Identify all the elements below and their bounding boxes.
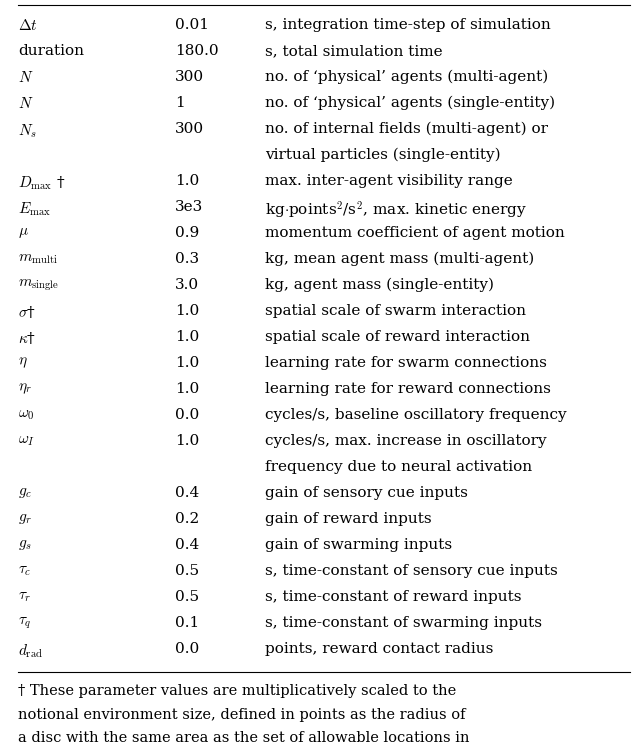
Text: $\kappa$†: $\kappa$† xyxy=(18,330,36,346)
Text: 1.0: 1.0 xyxy=(175,304,199,318)
Text: s, integration time-step of simulation: s, integration time-step of simulation xyxy=(265,18,551,32)
Text: 0.5: 0.5 xyxy=(175,564,199,578)
Text: $\tau_r$: $\tau_r$ xyxy=(18,590,31,604)
Text: s, time-constant of swarming inputs: s, time-constant of swarming inputs xyxy=(265,616,542,630)
Text: 300: 300 xyxy=(175,122,204,136)
Text: $g_c$: $g_c$ xyxy=(18,486,32,500)
Text: gain of sensory cue inputs: gain of sensory cue inputs xyxy=(265,486,468,500)
Text: 1.0: 1.0 xyxy=(175,356,199,370)
Text: 0.4: 0.4 xyxy=(175,538,199,552)
Text: gain of reward inputs: gain of reward inputs xyxy=(265,512,431,526)
Text: spatial scale of swarm interaction: spatial scale of swarm interaction xyxy=(265,304,526,318)
Text: gain of swarming inputs: gain of swarming inputs xyxy=(265,538,452,552)
Text: 1.0: 1.0 xyxy=(175,330,199,344)
Text: $\tau_q$: $\tau_q$ xyxy=(18,616,31,631)
Text: $d_{\mathrm{rad}}$: $d_{\mathrm{rad}}$ xyxy=(18,642,43,659)
Text: $g_r$: $g_r$ xyxy=(18,512,32,526)
Text: frequency due to neural activation: frequency due to neural activation xyxy=(265,460,532,474)
Text: 0.3: 0.3 xyxy=(175,252,199,266)
Text: notional environment size, defined in points as the radius of: notional environment size, defined in po… xyxy=(18,708,465,721)
Text: s, total simulation time: s, total simulation time xyxy=(265,44,443,58)
Text: s, time-constant of sensory cue inputs: s, time-constant of sensory cue inputs xyxy=(265,564,557,578)
Text: learning rate for reward connections: learning rate for reward connections xyxy=(265,382,551,396)
Text: $N_s$: $N_s$ xyxy=(18,122,36,140)
Text: cycles/s, baseline oscillatory frequency: cycles/s, baseline oscillatory frequency xyxy=(265,408,566,422)
Text: 0.5: 0.5 xyxy=(175,590,199,604)
Text: 0.0: 0.0 xyxy=(175,642,199,656)
Text: $\omega_0$: $\omega_0$ xyxy=(18,408,35,422)
Text: 180.0: 180.0 xyxy=(175,44,219,58)
Text: $m_{\mathrm{single}}$: $m_{\mathrm{single}}$ xyxy=(18,278,60,293)
Text: 1.0: 1.0 xyxy=(175,382,199,396)
Text: cycles/s, max. increase in oscillatory: cycles/s, max. increase in oscillatory xyxy=(265,434,547,448)
Text: 1: 1 xyxy=(175,96,185,110)
Text: $m_{\mathrm{multi}}$: $m_{\mathrm{multi}}$ xyxy=(18,252,58,266)
Text: 0.0: 0.0 xyxy=(175,408,199,422)
Text: spatial scale of reward interaction: spatial scale of reward interaction xyxy=(265,330,530,344)
Text: learning rate for swarm connections: learning rate for swarm connections xyxy=(265,356,547,370)
Text: $E_{\mathrm{max}}$: $E_{\mathrm{max}}$ xyxy=(18,200,51,218)
Text: † These parameter values are multiplicatively scaled to the: † These parameter values are multiplicat… xyxy=(18,683,456,698)
Text: max. inter-agent visibility range: max. inter-agent visibility range xyxy=(265,174,513,188)
Text: s, time-constant of reward inputs: s, time-constant of reward inputs xyxy=(265,590,522,604)
Text: 0.2: 0.2 xyxy=(175,512,199,526)
Text: 0.1: 0.1 xyxy=(175,616,199,630)
Text: a disc with the same area as the set of allowable locations in: a disc with the same area as the set of … xyxy=(18,732,470,745)
Text: no. of ‘physical’ agents (single-entity): no. of ‘physical’ agents (single-entity) xyxy=(265,96,555,110)
Text: points, reward contact radius: points, reward contact radius xyxy=(265,642,493,656)
Text: kg$\cdot$points$^2$/s$^2$, max. kinetic energy: kg$\cdot$points$^2$/s$^2$, max. kinetic … xyxy=(265,200,527,222)
Text: $\sigma$†: $\sigma$† xyxy=(18,304,36,320)
Text: 0.9: 0.9 xyxy=(175,226,199,240)
Text: $N$: $N$ xyxy=(18,70,33,85)
Text: no. of internal fields (multi-agent) or: no. of internal fields (multi-agent) or xyxy=(265,122,548,136)
Text: kg, agent mass (single-entity): kg, agent mass (single-entity) xyxy=(265,278,494,293)
Text: virtual particles (single-entity): virtual particles (single-entity) xyxy=(265,148,500,163)
Text: 1.0: 1.0 xyxy=(175,434,199,448)
Text: $\eta$: $\eta$ xyxy=(18,356,28,370)
Text: 1.0: 1.0 xyxy=(175,174,199,188)
Text: 3e3: 3e3 xyxy=(175,200,204,214)
Text: kg, mean agent mass (multi-agent): kg, mean agent mass (multi-agent) xyxy=(265,252,534,266)
Text: $\tau_c$: $\tau_c$ xyxy=(18,564,31,578)
Text: 3.0: 3.0 xyxy=(175,278,199,292)
Text: duration: duration xyxy=(18,44,84,58)
Text: 0.4: 0.4 xyxy=(175,486,199,500)
Text: $\omega_I$: $\omega_I$ xyxy=(18,434,35,448)
Text: $D_{\mathrm{max}}$ †: $D_{\mathrm{max}}$ † xyxy=(18,174,65,191)
Text: $g_s$: $g_s$ xyxy=(18,538,31,552)
Text: 0.01: 0.01 xyxy=(175,18,209,32)
Text: momentum coefficient of agent motion: momentum coefficient of agent motion xyxy=(265,226,564,240)
Text: 300: 300 xyxy=(175,70,204,84)
Text: no. of ‘physical’ agents (multi-agent): no. of ‘physical’ agents (multi-agent) xyxy=(265,70,548,85)
Text: $\Delta t$: $\Delta t$ xyxy=(18,18,38,33)
Text: $\eta_r$: $\eta_r$ xyxy=(18,382,32,396)
Text: $N$: $N$ xyxy=(18,96,33,111)
Text: $\mu$: $\mu$ xyxy=(18,226,29,240)
